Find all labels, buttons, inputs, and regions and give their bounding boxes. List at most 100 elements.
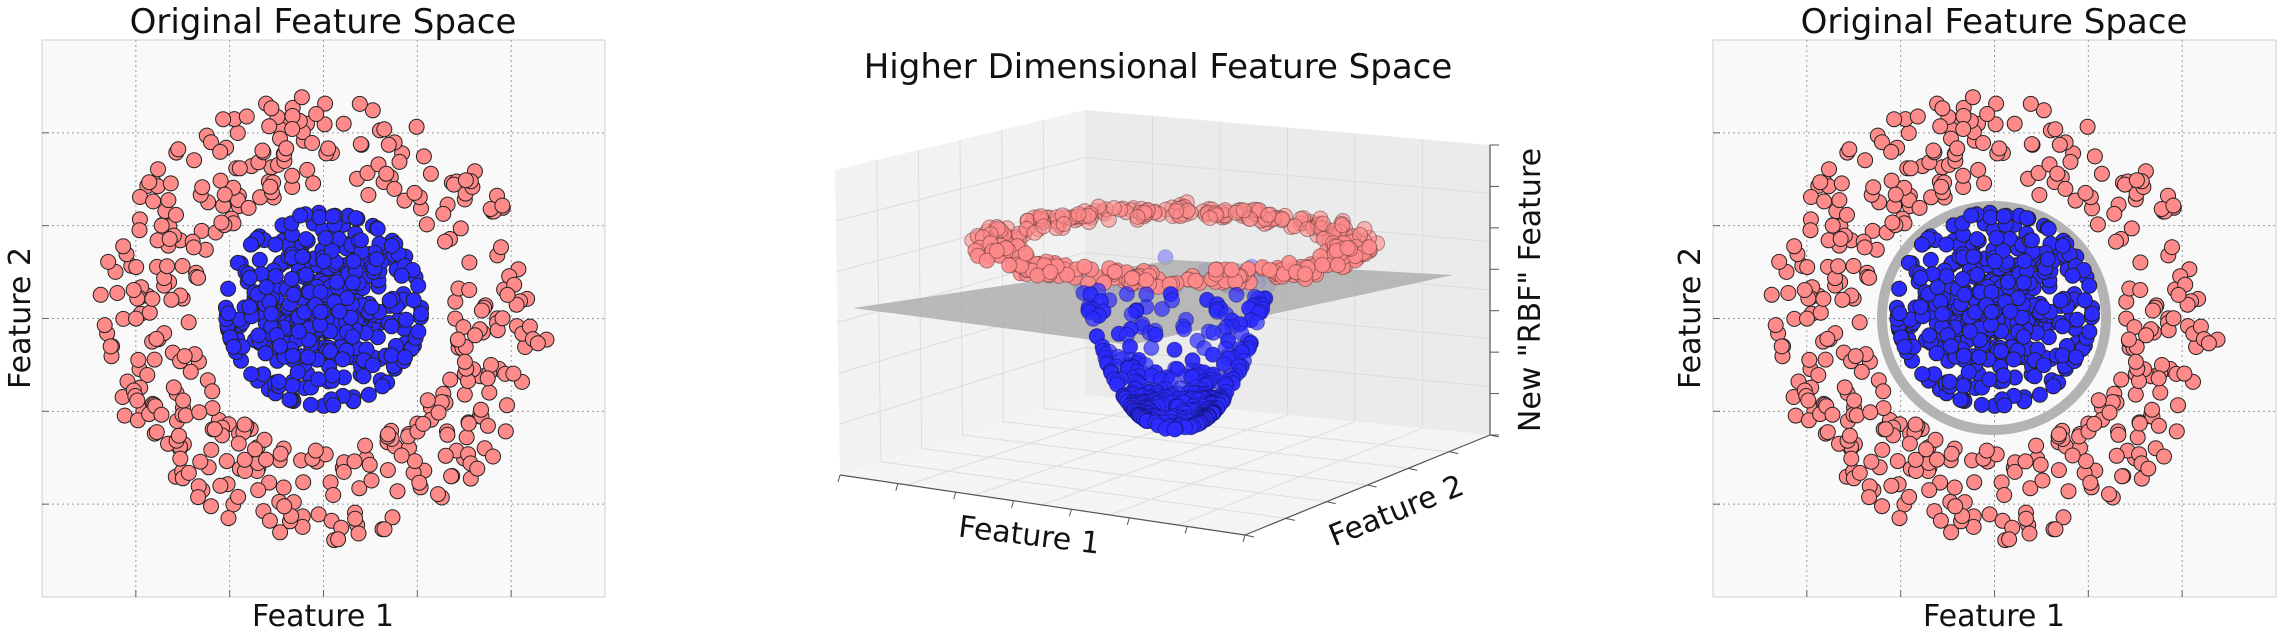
y-tick xyxy=(1285,517,1295,521)
data-point-outer xyxy=(411,474,428,491)
data-point-outer xyxy=(284,167,301,184)
data-point-outer xyxy=(220,510,237,527)
data-point-outer xyxy=(1918,441,1934,458)
data-point-inner xyxy=(1954,271,1971,287)
data-point-outer xyxy=(1874,498,1890,515)
data-point-inner xyxy=(1973,396,1990,413)
data-point-outer xyxy=(363,472,380,489)
data-point-outer xyxy=(415,415,432,432)
x-tick xyxy=(895,483,899,491)
data-point-outer xyxy=(212,143,229,160)
data-point-outer xyxy=(2086,415,2103,432)
data-point-outer xyxy=(376,121,393,138)
data-point-outer xyxy=(378,165,395,182)
data-point-outer xyxy=(307,442,324,459)
data-point-outer xyxy=(1861,489,1878,506)
data-point-outer xyxy=(2118,293,2135,310)
panel-original-feature-space-left: Original Feature Space Feature 1 Feature… xyxy=(3,2,606,634)
data-point-outer xyxy=(216,186,233,203)
data-point-outer xyxy=(1845,258,1862,274)
x-tick xyxy=(953,492,957,500)
x-tick xyxy=(1126,517,1130,525)
data-point-inner xyxy=(1956,286,1973,303)
data-point-outer xyxy=(2128,172,2145,189)
data-point-outer xyxy=(2140,460,2157,477)
data-point-outer xyxy=(1853,363,1870,380)
data-point-inner xyxy=(325,397,342,414)
data-point-outer xyxy=(384,509,401,526)
data-point-outer xyxy=(263,100,280,117)
data-point-outer xyxy=(481,384,498,401)
chart-title: Higher Dimensional Feature Space xyxy=(864,47,1453,87)
data-point-outer xyxy=(1907,451,1924,468)
data-point-inner xyxy=(1896,338,1913,355)
data-point-inner xyxy=(241,298,258,315)
data-point-outer xyxy=(295,474,312,491)
data-point-outer xyxy=(109,285,126,301)
data-point-outer xyxy=(2001,531,2018,548)
data-point-outer xyxy=(1889,453,1906,470)
data-point-outer xyxy=(190,269,207,286)
data-point-outer xyxy=(461,282,478,298)
data-point-inner xyxy=(1971,349,1988,366)
data-point-outer xyxy=(128,259,145,276)
data-point-outer xyxy=(1821,161,1837,178)
data-point-inner xyxy=(310,371,327,388)
data-point-outer xyxy=(1874,441,1891,458)
data-point-outer xyxy=(1801,351,1818,368)
data-point-outer xyxy=(1862,404,1879,421)
data-point-inner xyxy=(1929,279,1946,296)
data-point-outer xyxy=(1883,172,1900,189)
data-point-inner-3d xyxy=(1154,301,1170,317)
data-point-outer xyxy=(350,525,367,542)
data-point-outer xyxy=(191,404,208,421)
data-point-inner xyxy=(383,347,400,364)
data-point-outer xyxy=(1816,193,1833,210)
data-point-outer xyxy=(457,172,474,189)
data-point-outer xyxy=(494,197,511,214)
data-point-outer xyxy=(2082,474,2099,491)
x-tick xyxy=(1011,500,1015,508)
y-tick xyxy=(1326,501,1336,505)
data-point-inner xyxy=(1891,305,1908,322)
data-point-outer xyxy=(1771,253,1788,270)
data-point-outer xyxy=(1978,442,1995,459)
data-point-outer xyxy=(351,95,368,112)
data-point-outer xyxy=(335,115,352,132)
data-point-outer xyxy=(160,192,177,209)
data-point-outer xyxy=(2047,121,2064,138)
data-point-outer xyxy=(236,416,253,433)
data-point-outer xyxy=(335,463,352,480)
data-point-outer xyxy=(357,437,374,454)
data-point-outer-3d xyxy=(1334,217,1351,234)
data-point-inner xyxy=(1965,248,1982,265)
data-point-inner-3d xyxy=(1228,286,1245,303)
data-point-outer xyxy=(1843,450,1860,467)
data-point-outer-3d xyxy=(1187,272,1204,289)
data-point-outer xyxy=(203,134,219,151)
data-point-outer xyxy=(2031,187,2048,203)
data-point-outer xyxy=(1830,258,1847,275)
data-point-inner xyxy=(368,251,385,268)
data-point-outer xyxy=(1883,143,1900,160)
data-point-outer xyxy=(190,489,207,506)
data-point-outer xyxy=(213,214,230,231)
data-point-outer xyxy=(1857,152,1874,169)
data-point-outer xyxy=(2057,180,2074,197)
data-point-outer xyxy=(129,392,146,409)
data-point-inner xyxy=(2034,299,2051,316)
data-point-outer xyxy=(1932,474,1949,491)
data-point-outer xyxy=(473,401,489,418)
data-point-inner xyxy=(243,366,260,383)
data-point-outer xyxy=(2060,483,2077,500)
data-point-inner xyxy=(263,305,280,322)
data-point-inner xyxy=(1981,371,1998,388)
data-point-inner xyxy=(1999,274,2016,291)
data-point-outer xyxy=(254,142,271,159)
chart-title: Original Feature Space xyxy=(130,2,517,42)
data-point-outer xyxy=(304,135,321,151)
data-point-outer xyxy=(293,89,310,106)
y-tick xyxy=(1408,467,1418,471)
data-point-inner xyxy=(251,251,268,268)
